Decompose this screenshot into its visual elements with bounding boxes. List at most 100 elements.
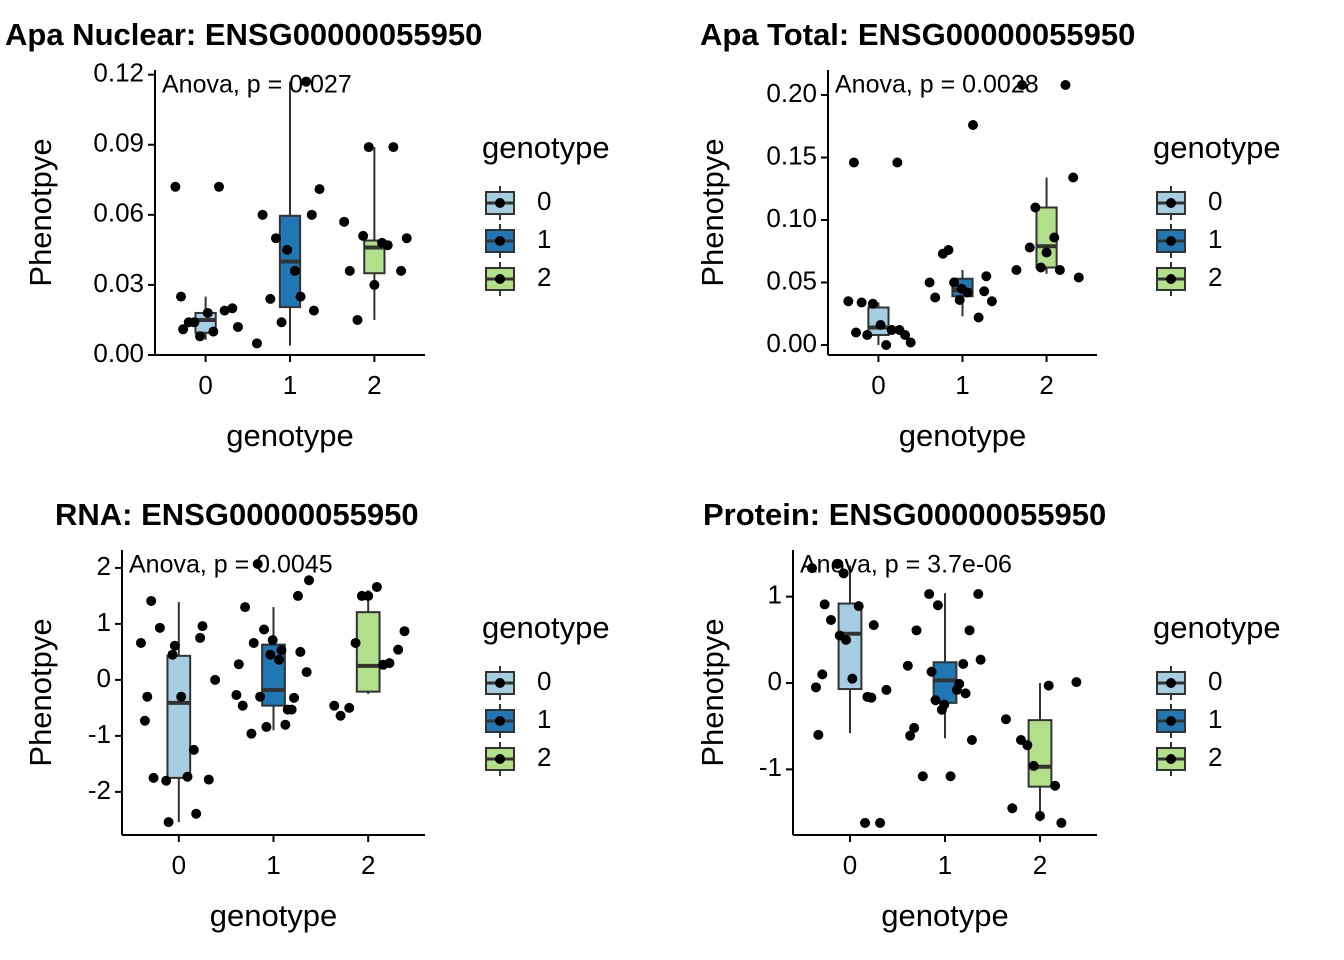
point: [344, 702, 355, 713]
point: [251, 338, 262, 349]
point: [937, 248, 948, 259]
point: [875, 320, 886, 330]
x-axis-title: genotype: [210, 898, 338, 933]
point: [924, 589, 935, 600]
point: [939, 699, 950, 710]
y-tick-label: 0.00: [93, 338, 144, 368]
legend-label: 1: [537, 704, 551, 734]
x-tick-label: 0: [843, 850, 857, 880]
point: [911, 625, 922, 636]
point: [886, 325, 897, 335]
point: [240, 602, 251, 613]
point: [356, 590, 367, 601]
point: [401, 233, 412, 244]
point: [1016, 735, 1026, 745]
point: [295, 646, 306, 657]
point: [182, 771, 193, 782]
panel: Apa Nuclear: ENSG00000055950 0.00 0.03 0.06…: [5, 17, 610, 453]
legend-dot: [495, 198, 505, 208]
legend-label: 2: [1208, 742, 1222, 772]
point: [252, 558, 263, 569]
point: [917, 771, 928, 782]
point: [178, 324, 189, 335]
x-tick-label: 1: [955, 370, 969, 400]
point: [838, 568, 849, 579]
y-tick-label: 0.03: [93, 268, 144, 298]
point: [301, 667, 312, 678]
point: [981, 271, 992, 282]
point: [1068, 172, 1079, 183]
legend-dot: [1166, 754, 1176, 764]
legend-dot: [495, 274, 505, 284]
legend-label: 1: [1208, 704, 1222, 734]
legend-dot: [495, 716, 505, 726]
point: [393, 644, 404, 655]
point: [853, 601, 864, 612]
point: [973, 589, 984, 600]
point: [371, 581, 382, 592]
y-tick-label: 0.06: [93, 198, 144, 228]
y-tick-label: 1: [768, 580, 782, 610]
annotation: Anova, p = 0.0045: [129, 551, 333, 579]
point: [292, 590, 303, 601]
legend-dot: [495, 754, 505, 764]
y-tick-label: -1: [759, 752, 782, 782]
point: [960, 688, 971, 699]
point: [926, 666, 937, 677]
point: [1011, 265, 1022, 275]
legend-label: 0: [537, 666, 551, 696]
point: [265, 649, 276, 660]
point: [868, 620, 879, 631]
point: [202, 307, 213, 318]
point: [945, 771, 956, 782]
point: [1000, 714, 1011, 725]
point: [892, 157, 903, 168]
x-tick-label: 2: [367, 370, 381, 400]
y-axis-title: Phenotpye: [695, 138, 730, 286]
y-tick-label: 0.09: [93, 128, 144, 158]
point: [826, 614, 836, 625]
point: [949, 277, 960, 288]
legend-dot: [1166, 678, 1176, 688]
point: [295, 291, 306, 302]
point: [301, 76, 312, 87]
point: [169, 640, 180, 651]
point: [1049, 232, 1060, 243]
point: [924, 277, 935, 288]
point: [289, 692, 300, 703]
point: [979, 286, 990, 297]
point: [377, 237, 388, 248]
point: [213, 181, 224, 192]
x-tick-label: 1: [266, 850, 280, 880]
point: [191, 808, 202, 819]
legend-title: genotype: [1153, 130, 1281, 165]
y-tick-label: 0.10: [766, 203, 817, 233]
x-tick-label: 2: [361, 850, 375, 880]
point: [227, 303, 238, 314]
panel: Apa Total: ENSG00000055950 0.00 0.05 0.10 0.…: [695, 17, 1280, 453]
point: [1043, 680, 1054, 691]
box: [166, 654, 192, 779]
point: [255, 691, 266, 702]
point: [304, 575, 315, 586]
point: [170, 181, 181, 192]
point: [954, 678, 965, 689]
point: [148, 772, 159, 783]
point: [276, 645, 287, 656]
point: [329, 700, 340, 711]
legend-title: genotype: [1153, 610, 1281, 645]
point: [399, 626, 410, 637]
point: [195, 331, 205, 342]
point: [261, 721, 272, 732]
y-tick-label: 0: [768, 666, 782, 696]
point: [954, 295, 965, 305]
point: [966, 735, 977, 745]
legend-dot: [1166, 274, 1176, 284]
point: [1024, 242, 1035, 253]
point: [314, 184, 325, 195]
box: [837, 602, 863, 691]
point: [197, 621, 208, 632]
annotation: Anova, p = 0.027: [162, 71, 352, 99]
y-tick-label: 0.15: [766, 140, 817, 170]
x-tick-label: 0: [172, 850, 186, 880]
